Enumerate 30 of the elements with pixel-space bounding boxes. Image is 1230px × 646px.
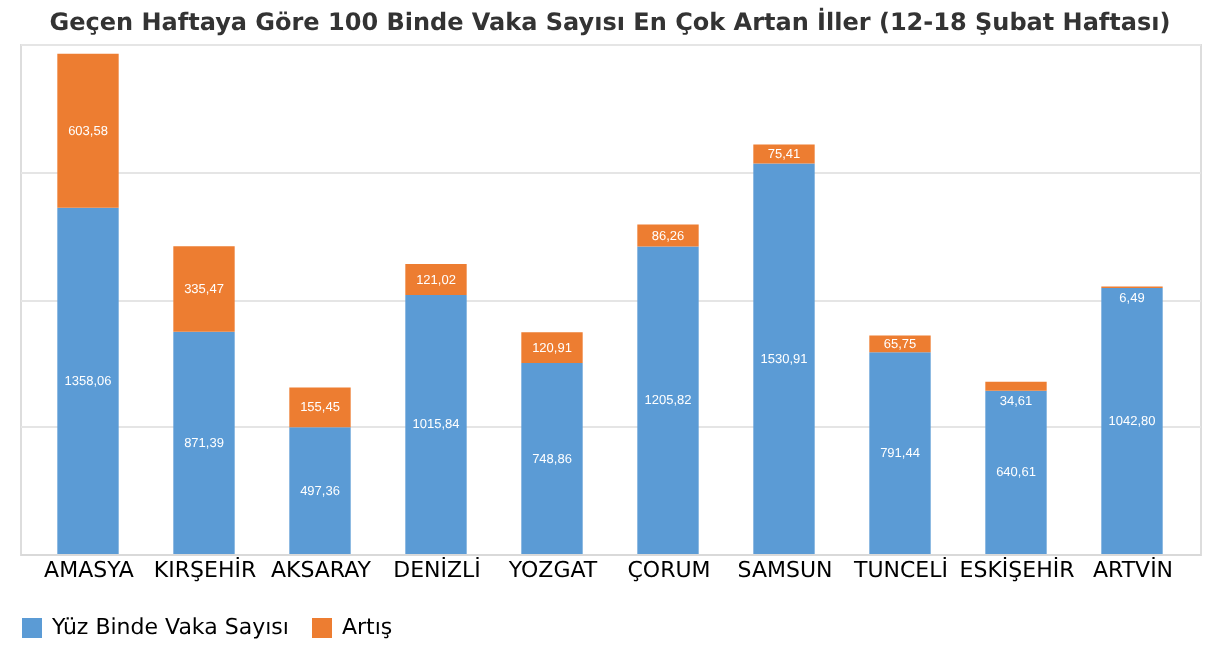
chart-title: Geçen Haftaya Göre 100 Binde Vaka Sayısı En Çok Artan İller (12-18 Şubat Haftası) (49, 6, 1171, 36)
x-tick-label: AKSARAY (270, 557, 372, 583)
bar (753, 163, 815, 554)
legend-label: Yüz Binde Vaka Sayısı (50, 614, 289, 640)
bar (289, 387, 351, 428)
x-tick-label: ESKİŞEHİR (959, 555, 1076, 583)
x-tick-label: TUNCELİ (851, 555, 949, 583)
bar (57, 207, 119, 554)
bar (405, 264, 467, 295)
bar (637, 246, 699, 554)
x-tick-label: AMASYA (44, 557, 135, 583)
bar (985, 390, 1047, 554)
x-tick-label: ÇORUM (627, 557, 711, 583)
bar (289, 427, 351, 554)
bar (405, 294, 467, 554)
x-tick-label: KIRŞEHİR (153, 555, 257, 583)
bar (1101, 288, 1163, 554)
bar (173, 246, 235, 332)
bar (57, 53, 119, 208)
bar (521, 363, 583, 554)
bar (753, 144, 815, 164)
bar (173, 331, 235, 554)
bar (521, 332, 583, 364)
x-tick-label: ARTVİN (1092, 555, 1174, 583)
x-tick-label: DENİZLİ (393, 555, 481, 583)
x-tick-label: SAMSUN (737, 557, 833, 583)
bar (869, 352, 931, 554)
legend-label: Artış (342, 614, 393, 640)
bar (985, 381, 1047, 391)
x-tick-label: YOZGAT (506, 557, 598, 583)
